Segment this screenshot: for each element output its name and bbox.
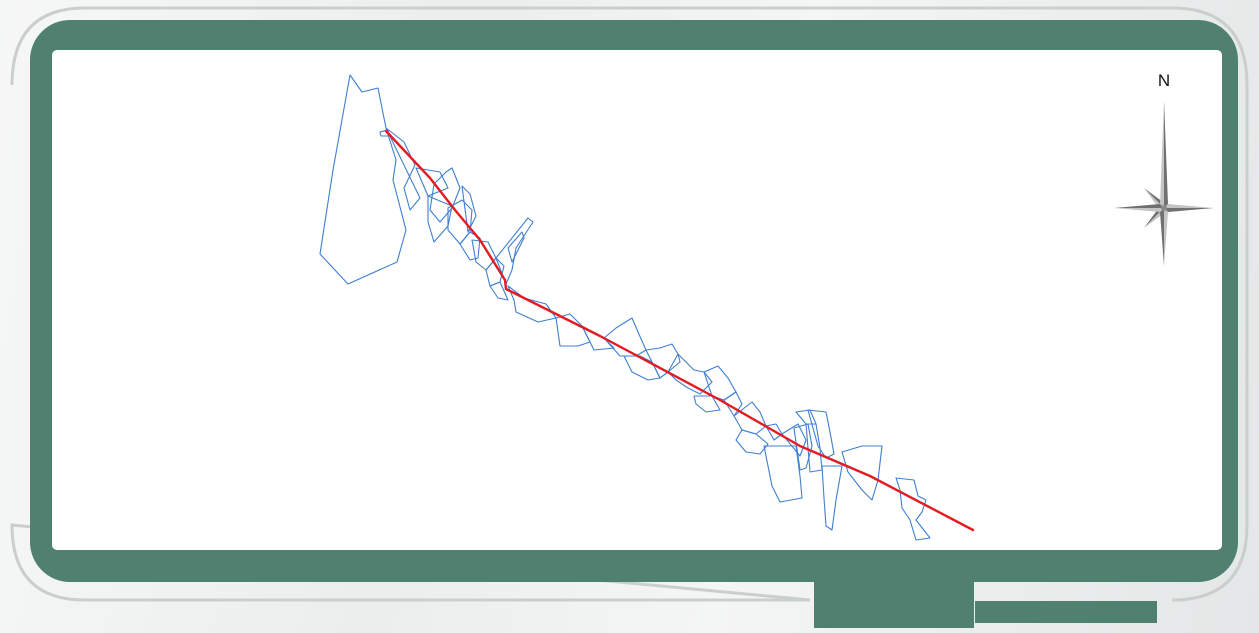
parcel-polygon — [735, 429, 769, 455]
parcel-polygon — [461, 185, 477, 233]
monitor-stand-base — [975, 601, 1157, 623]
parcel-polygon — [415, 167, 449, 197]
parcel-polygon — [841, 445, 883, 501]
parcel-polygon — [723, 391, 743, 417]
parcel-polygon — [763, 445, 803, 503]
parcel-polygon — [489, 281, 509, 301]
parcel-polygon — [385, 127, 421, 211]
route-line — [384, 129, 975, 532]
parcel-polygon — [821, 465, 843, 531]
monitor-stand-neck — [814, 570, 974, 628]
parcel-polygon — [603, 317, 647, 357]
north-arrow-compass-rose-icon — [1114, 100, 1214, 266]
parcel-polygon — [429, 167, 461, 223]
frame-outer-outline — [10, 6, 1249, 602]
parcel-polygon — [319, 74, 407, 285]
parcel-polygon — [459, 231, 481, 261]
parcel-polygon — [427, 195, 453, 243]
parcel-polygon — [781, 423, 807, 457]
parcel-polygon — [645, 343, 681, 379]
north-label: N — [1157, 71, 1171, 90]
parcel-polygon — [895, 477, 931, 541]
parcel-polygon — [807, 409, 835, 459]
parcel-polygon — [693, 395, 721, 413]
map-canvas — [52, 50, 1222, 550]
parcel-polygon — [507, 231, 525, 263]
parcel-polygon — [795, 409, 817, 425]
